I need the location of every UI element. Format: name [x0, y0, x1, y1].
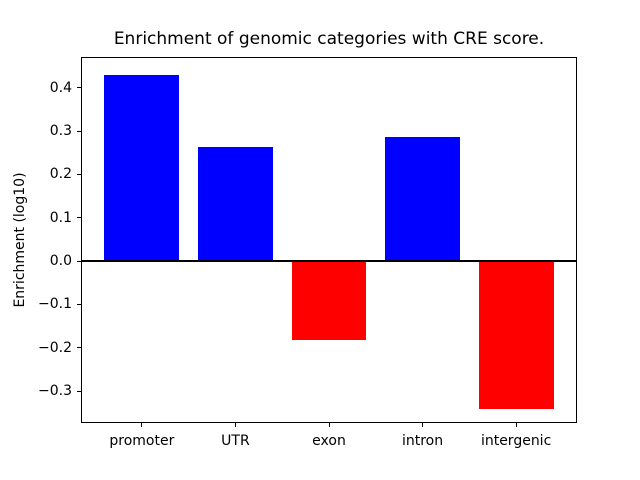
x-tick-mark	[422, 423, 424, 427]
y-tick-label: −0.2	[38, 339, 72, 356]
y-tick-label: 0.1	[49, 209, 72, 226]
bar-intergenic	[478, 261, 554, 409]
plot-area	[81, 57, 577, 423]
y-tick-label: 0.4	[49, 79, 72, 96]
x-tick-label-intergenic: intergenic	[480, 433, 552, 449]
y-tick-mark	[77, 347, 81, 349]
y-tick-mark	[77, 260, 81, 262]
y-tick-mark	[77, 130, 81, 132]
bar-exon	[291, 261, 367, 340]
y-tick-label: −0.3	[38, 383, 72, 400]
x-tick-label-intron: intron	[401, 433, 444, 449]
y-tick-mark	[77, 390, 81, 392]
x-tick-label-UTR: UTR	[221, 433, 250, 449]
y-tick-mark	[77, 217, 81, 219]
x-tick-mark	[141, 423, 143, 427]
y-tick-label: 0.2	[49, 166, 72, 183]
y-tick-mark	[77, 173, 81, 175]
chart-title: Enrichment of genomic categories with CR…	[113, 29, 545, 49]
x-tick-mark	[515, 423, 517, 427]
y-tick-mark	[77, 87, 81, 89]
y-tick-label: 0.3	[49, 123, 72, 140]
zero-line	[82, 260, 576, 263]
bar-intron	[385, 137, 460, 261]
x-tick-label-exon: exon	[312, 433, 346, 449]
y-tick-label: 0.0	[49, 253, 72, 270]
bar-promoter	[104, 74, 180, 261]
x-tick-mark	[234, 423, 236, 427]
x-tick-mark	[328, 423, 330, 427]
x-tick-label-promoter: promoter	[109, 433, 175, 449]
bar-UTR	[198, 147, 273, 261]
y-axis-label: Enrichment (log10)	[12, 172, 28, 308]
y-tick-mark	[77, 303, 81, 305]
y-tick-label: −0.1	[38, 296, 72, 313]
